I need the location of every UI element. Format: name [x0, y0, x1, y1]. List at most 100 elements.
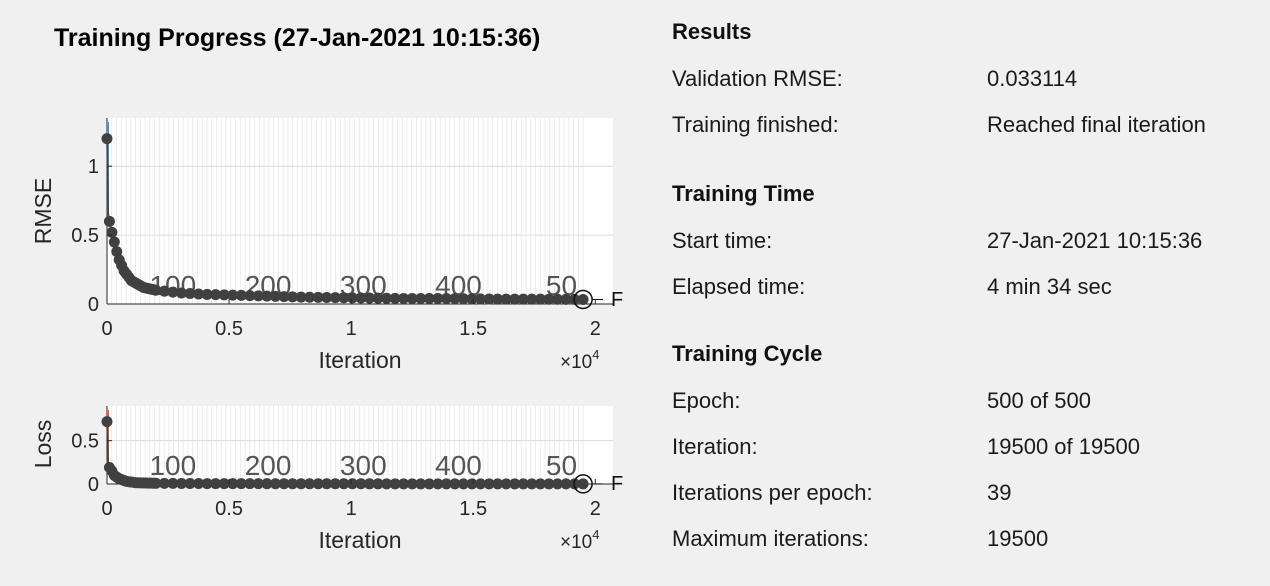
iterations-per-epoch-label: Iterations per epoch: — [672, 480, 873, 505]
rmse-x-label: Iteration — [318, 347, 401, 373]
rmse-axes[interactable]: 100 200 300 400 50 00.51 0 0.5 1 1.5 2 RMSE Iter… — [30, 118, 623, 373]
validation-point — [381, 292, 393, 304]
validation-point — [432, 478, 444, 490]
loss-epoch-labels: 100 200 300 400 50 — [149, 450, 577, 481]
loss-x-exponent: ×104 — [560, 527, 599, 553]
validation-point — [295, 478, 307, 490]
validation-point — [543, 478, 555, 490]
validation-point — [551, 478, 563, 490]
validation-point — [457, 478, 469, 490]
loss-plot-area — [107, 406, 613, 484]
validation-point — [560, 478, 572, 490]
epoch-label: Epoch: — [672, 388, 741, 413]
epoch-label: 50 — [546, 450, 577, 481]
validation-rmse-label: Validation RMSE: — [672, 66, 843, 91]
validation-point — [329, 292, 341, 304]
loss-series — [101, 410, 604, 494]
validation-point — [543, 293, 555, 305]
x-tick-label: 0.5 — [215, 318, 243, 340]
validation-point — [423, 478, 435, 490]
validation-point — [244, 290, 256, 302]
validation-point — [363, 478, 375, 490]
validation-point — [329, 478, 341, 490]
validation-point — [269, 290, 281, 302]
loss-final-marker-label: F — [611, 473, 623, 495]
validation-point — [389, 292, 401, 304]
validation-point — [363, 292, 375, 304]
validation-point — [440, 478, 452, 490]
validation-point — [483, 293, 495, 305]
validation-point — [193, 478, 205, 490]
rmse-y-label: RMSE — [30, 178, 56, 244]
iteration-label: Iteration: — [672, 434, 758, 459]
validation-point — [312, 291, 324, 303]
validation-point — [218, 289, 230, 301]
validation-point — [346, 292, 358, 304]
x-tick-label: 1 — [346, 498, 357, 520]
validation-point — [210, 478, 222, 490]
validation-point — [244, 478, 256, 490]
training-finished-value: Reached final iteration — [987, 112, 1206, 137]
validation-point — [184, 288, 196, 300]
loss-x-label: Iteration — [318, 527, 401, 553]
validation-point — [560, 293, 572, 305]
validation-point — [278, 291, 290, 303]
x-tick-label: 1.5 — [459, 498, 487, 520]
validation-point — [492, 293, 504, 305]
validation-point — [304, 478, 316, 490]
validation-point — [534, 478, 546, 490]
epoch-label: 400 — [435, 450, 482, 481]
start-time-value: 27-Jan-2021 10:15:36 — [987, 228, 1203, 253]
rmse-y-ticks: 00.51 — [71, 156, 112, 316]
validation-point — [201, 288, 213, 300]
loss-axes[interactable]: 100 200 300 400 50 00.5 0 0.5 1 1.5 2 Loss Itera… — [30, 406, 623, 553]
validation-point — [201, 478, 213, 490]
x-tick-label: 1 — [346, 318, 357, 340]
validation-point — [235, 289, 247, 301]
validation-point — [415, 478, 427, 490]
epoch-label: 200 — [245, 450, 292, 481]
validation-point — [252, 290, 264, 302]
validation-point — [346, 478, 358, 490]
validation-point — [457, 293, 469, 305]
final-validation-point — [578, 478, 589, 489]
elapsed-time-label: Elapsed time: — [672, 274, 806, 299]
validation-point — [101, 133, 113, 145]
results-heading: Results — [672, 19, 752, 44]
validation-point — [321, 478, 333, 490]
y-tick-label: 0.5 — [71, 431, 99, 453]
validation-point — [372, 292, 384, 304]
x-tick-label: 0 — [101, 498, 112, 520]
validation-point — [108, 236, 120, 248]
validation-point — [167, 286, 179, 298]
validation-point — [150, 477, 162, 489]
validation-point — [372, 478, 384, 490]
validation-point — [466, 478, 478, 490]
training-time-heading: Training Time — [672, 181, 815, 206]
validation-point — [432, 292, 444, 304]
elapsed-time-value: 4 min 34 sec — [987, 274, 1112, 299]
validation-point — [423, 292, 435, 304]
rmse-x-exponent: ×104 — [560, 347, 599, 373]
validation-point — [338, 478, 350, 490]
validation-point — [500, 478, 512, 490]
x-tick-label: 0 — [101, 318, 112, 340]
validation-point — [517, 478, 529, 490]
validation-point — [389, 478, 401, 490]
validation-point — [227, 289, 239, 301]
validation-point — [106, 226, 118, 238]
validation-point — [227, 478, 239, 490]
validation-point — [278, 478, 290, 490]
epoch-label: 100 — [149, 450, 196, 481]
validation-point — [466, 293, 478, 305]
validation-point — [321, 291, 333, 303]
validation-point — [167, 477, 179, 489]
validation-point — [517, 293, 529, 305]
rmse-series — [101, 122, 604, 310]
validation-point — [287, 291, 299, 303]
x-tick-label: 2 — [590, 318, 601, 340]
y-tick-label: 0 — [88, 474, 99, 496]
x-tick-label: 0.5 — [215, 498, 243, 520]
validation-point — [312, 478, 324, 490]
validation-point — [175, 477, 187, 489]
